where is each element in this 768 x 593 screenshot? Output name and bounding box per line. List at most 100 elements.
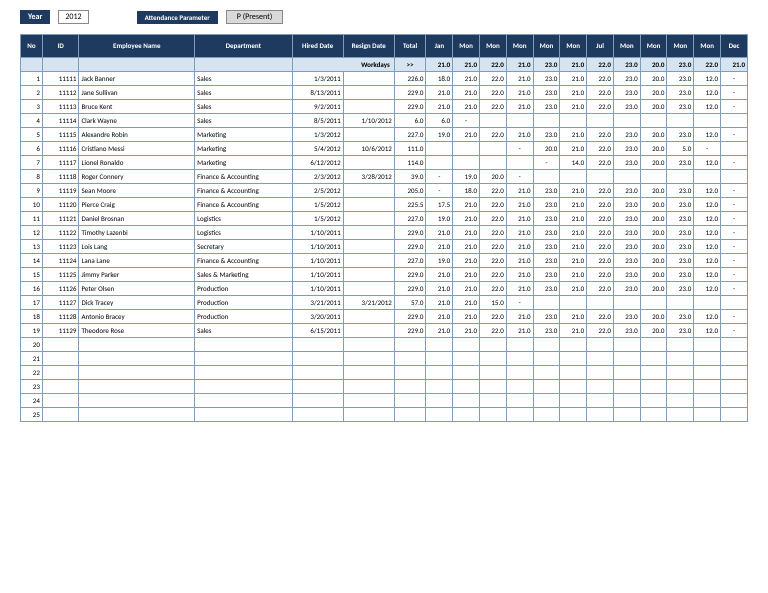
- cell[interactable]: [79, 366, 195, 380]
- cell[interactable]: 11126: [42, 282, 79, 296]
- cell[interactable]: [42, 394, 79, 408]
- month-cell[interactable]: -: [721, 198, 748, 212]
- month-cell[interactable]: 21.0: [560, 254, 587, 268]
- month-cell[interactable]: 21.0: [426, 86, 453, 100]
- month-cell[interactable]: 21.0: [506, 282, 533, 296]
- month-cell[interactable]: 23.0: [533, 72, 560, 86]
- cell[interactable]: Logistics: [195, 212, 292, 226]
- cell[interactable]: 11125: [42, 268, 79, 282]
- month-cell[interactable]: 22.0: [587, 268, 614, 282]
- cell[interactable]: [533, 408, 560, 422]
- cell[interactable]: 11117: [42, 156, 79, 170]
- header-cell[interactable]: Mon: [453, 35, 480, 58]
- cell[interactable]: [343, 310, 394, 324]
- month-cell[interactable]: 22.0: [587, 142, 614, 156]
- cell[interactable]: 6.0: [394, 114, 426, 128]
- month-cell[interactable]: [587, 170, 614, 184]
- cell[interactable]: 11119: [42, 184, 79, 198]
- month-cell[interactable]: 20.0: [640, 184, 667, 198]
- cell[interactable]: [426, 338, 453, 352]
- month-cell[interactable]: 23.0: [667, 282, 694, 296]
- cell[interactable]: [343, 268, 394, 282]
- month-cell[interactable]: 21.0: [506, 86, 533, 100]
- cell[interactable]: 11115: [42, 128, 79, 142]
- month-cell[interactable]: 21.0: [506, 212, 533, 226]
- cell[interactable]: [694, 366, 721, 380]
- month-cell[interactable]: 22.0: [587, 86, 614, 100]
- cell[interactable]: [533, 380, 560, 394]
- month-cell[interactable]: 19.0: [453, 170, 480, 184]
- month-cell[interactable]: 23.0: [613, 128, 640, 142]
- cell[interactable]: Logistics: [195, 226, 292, 240]
- month-cell[interactable]: 22.0: [587, 128, 614, 142]
- cell[interactable]: [426, 408, 453, 422]
- month-cell[interactable]: 21.0: [506, 198, 533, 212]
- cell[interactable]: [560, 352, 587, 366]
- cell[interactable]: 6/12/2012: [292, 156, 343, 170]
- cell[interactable]: 10/6/2012: [343, 142, 394, 156]
- cell[interactable]: [560, 394, 587, 408]
- cell[interactable]: 12: [21, 226, 43, 240]
- month-cell[interactable]: 21.0: [453, 72, 480, 86]
- empty-row[interactable]: 24: [21, 394, 748, 408]
- cell[interactable]: [560, 380, 587, 394]
- cell[interactable]: [394, 394, 426, 408]
- cell[interactable]: 11111: [42, 72, 79, 86]
- month-cell[interactable]: [480, 156, 507, 170]
- cell[interactable]: [343, 86, 394, 100]
- cell[interactable]: [480, 352, 507, 366]
- cell[interactable]: 14: [21, 254, 43, 268]
- cell[interactable]: [292, 380, 343, 394]
- cell[interactable]: [292, 352, 343, 366]
- cell[interactable]: 114.0: [394, 156, 426, 170]
- month-cell[interactable]: 21.0: [453, 268, 480, 282]
- cell[interactable]: [506, 352, 533, 366]
- cell[interactable]: [533, 338, 560, 352]
- month-cell[interactable]: 21.0: [453, 324, 480, 338]
- cell[interactable]: 11129: [42, 324, 79, 338]
- cell[interactable]: [42, 352, 79, 366]
- header-cell[interactable]: Mon: [640, 35, 667, 58]
- cell[interactable]: [506, 394, 533, 408]
- month-cell[interactable]: 23.0: [613, 268, 640, 282]
- month-cell[interactable]: [721, 296, 748, 310]
- month-cell[interactable]: 12.0: [694, 282, 721, 296]
- month-cell[interactable]: -: [721, 282, 748, 296]
- cell[interactable]: 24: [21, 394, 43, 408]
- cell[interactable]: [343, 352, 394, 366]
- cell[interactable]: [292, 366, 343, 380]
- month-cell[interactable]: 15.0: [480, 296, 507, 310]
- month-cell[interactable]: 21.0: [560, 142, 587, 156]
- cell[interactable]: 1/10/2012: [343, 114, 394, 128]
- month-cell[interactable]: 21.0: [426, 282, 453, 296]
- cell[interactable]: [195, 380, 292, 394]
- cell[interactable]: 11121: [42, 212, 79, 226]
- table-row[interactable]: 1111121Daniel BrosnanLogistics1/5/201222…: [21, 212, 748, 226]
- cell[interactable]: [426, 366, 453, 380]
- cell[interactable]: 11122: [42, 226, 79, 240]
- cell[interactable]: 3/21/2012: [343, 296, 394, 310]
- month-cell[interactable]: [640, 114, 667, 128]
- month-cell[interactable]: 23.0: [533, 310, 560, 324]
- year-input[interactable]: 2012: [58, 10, 88, 24]
- cell[interactable]: 10: [21, 198, 43, 212]
- month-cell[interactable]: 21.0: [426, 324, 453, 338]
- month-cell[interactable]: 23.0: [667, 240, 694, 254]
- month-cell[interactable]: 12.0: [694, 240, 721, 254]
- month-cell[interactable]: 12.0: [694, 226, 721, 240]
- cell[interactable]: [533, 394, 560, 408]
- month-cell[interactable]: 21.0: [506, 72, 533, 86]
- cell[interactable]: [42, 380, 79, 394]
- month-cell[interactable]: 23.0: [533, 212, 560, 226]
- empty-row[interactable]: 25: [21, 408, 748, 422]
- cell[interactable]: [640, 408, 667, 422]
- month-cell[interactable]: 21.0: [560, 240, 587, 254]
- month-cell[interactable]: -: [721, 212, 748, 226]
- month-cell[interactable]: 23.0: [533, 86, 560, 100]
- cell[interactable]: Lionel Ronaldo: [79, 156, 195, 170]
- cell[interactable]: [343, 184, 394, 198]
- cell[interactable]: 111.0: [394, 142, 426, 156]
- cell[interactable]: [42, 366, 79, 380]
- month-cell[interactable]: 23.0: [613, 324, 640, 338]
- cell[interactable]: [506, 338, 533, 352]
